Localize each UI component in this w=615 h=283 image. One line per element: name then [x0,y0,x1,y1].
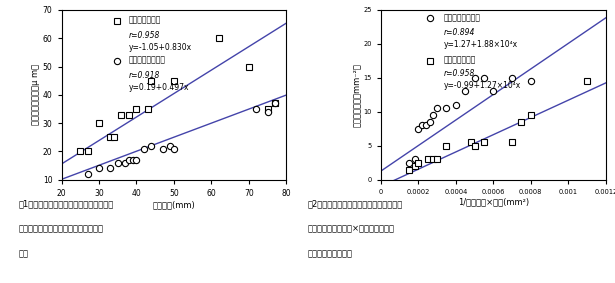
Text: トップ」の果実側径と赤道部細胞径の: トップ」の果実側径と赤道部細胞径の [18,224,103,233]
Text: r=0.918: r=0.918 [129,71,161,80]
Text: r=0.894: r=0.894 [444,28,475,37]
Text: y=-1.05+0.830x: y=-1.05+0.830x [129,43,192,52]
Text: フレーバートップ: フレーバートップ [129,56,166,65]
Text: y=0.19+0.497x: y=0.19+0.497x [129,83,189,92]
X-axis label: 1/果実側径×縦径(mm²): 1/果実側径×縦径(mm²) [458,198,529,207]
Text: r=0.958: r=0.958 [444,69,475,78]
Text: トップ」の果実側径×縦径の逆数と外: トップ」の果実側径×縦径の逆数と外 [308,224,394,233]
Text: 相関: 相関 [18,249,28,258]
Text: フレーバートップ: フレーバートップ [444,13,481,22]
X-axis label: 果実側径(mm): 果実側径(mm) [153,201,196,209]
Text: y=1.27+1.88×10⁴x: y=1.27+1.88×10⁴x [444,40,518,49]
Y-axis label: 外果皮細胞横径（μ m）: 外果皮細胞横径（μ m） [31,64,40,125]
Text: 早生ネクタリン: 早生ネクタリン [444,55,476,64]
Text: 早生ネクタリン: 早生ネクタリン [129,16,161,25]
Text: y=-0.99+1.27×10⁴x: y=-0.99+1.27×10⁴x [444,81,521,90]
Text: 図1「早生ネクタリン」及び「フレーバー: 図1「早生ネクタリン」及び「フレーバー [18,200,114,209]
Text: r=0.958: r=0.958 [129,31,161,40]
Text: 果皮気孔密度の相関: 果皮気孔密度の相関 [308,249,352,258]
Y-axis label: 気孔密度（個・mm⁻²）: 気孔密度（個・mm⁻²） [352,63,360,127]
Text: 図2「早生ネクタリン」及び「フレーバー: 図2「早生ネクタリン」及び「フレーバー [308,200,403,209]
